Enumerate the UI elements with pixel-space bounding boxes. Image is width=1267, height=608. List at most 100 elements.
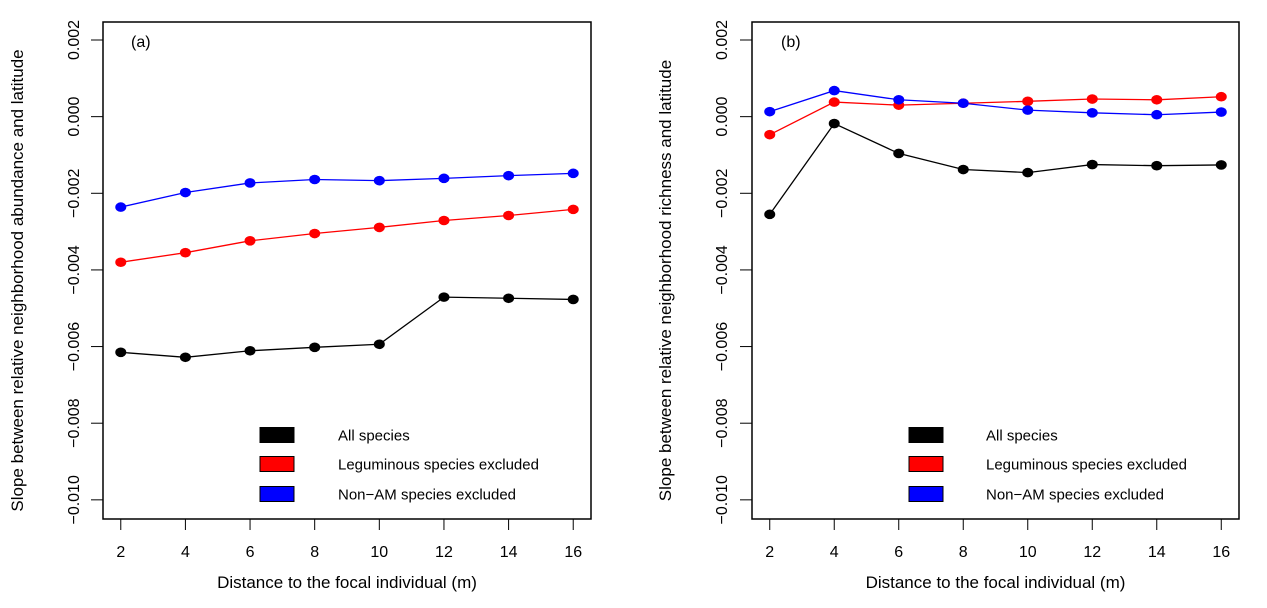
series-line (120, 296, 574, 358)
data-point (957, 98, 969, 109)
series-line (120, 208, 574, 263)
legend-swatch (259, 456, 295, 472)
legend-swatch (908, 486, 944, 502)
data-point (828, 85, 840, 96)
legend-b: All species Leguminous species excluded No… (908, 427, 1187, 504)
series-all-species (115, 292, 579, 363)
x-axis-a: 2 4 6 8 10 12 14 16 (116, 519, 582, 561)
data-point (764, 209, 776, 220)
data-point (567, 294, 579, 305)
data-point (244, 236, 256, 246)
data-point (373, 339, 385, 350)
x-tick-label: 2 (765, 544, 774, 561)
x-tick-label: 4 (181, 544, 190, 561)
panel-label-a: (a) (131, 34, 151, 51)
x-tick-label: 8 (310, 544, 319, 561)
panel-label-b: (b) (781, 34, 801, 51)
x-tick-label: 6 (894, 544, 903, 561)
x-tick-label: 12 (1083, 544, 1101, 561)
x-tick-label: 12 (435, 544, 453, 561)
plot-area-b (751, 21, 1240, 520)
data-point (309, 342, 321, 353)
data-point (1151, 109, 1163, 120)
x-tick-label: 14 (500, 544, 518, 561)
y-tick-label: −0.010 (714, 475, 731, 524)
x-tick-label: 6 (246, 544, 255, 561)
legend-item: Non−AM species excluded (259, 486, 516, 504)
y-tick-label: 0.000 (714, 97, 731, 137)
data-point (1151, 94, 1163, 105)
data-point (1086, 159, 1098, 170)
x-axis-title-a: Distance to the focal individual (m) (217, 573, 477, 592)
y-tick-label: −0.010 (66, 475, 83, 524)
data-point (503, 293, 515, 304)
panel-a: 0.002 0.000 −0.002 −0.004 −0.006 −0.008 −0.010… (8, 20, 592, 592)
legend-label: Leguminous species excluded (986, 457, 1187, 474)
data-point (115, 347, 127, 358)
data-point (1215, 91, 1227, 102)
data-point (244, 345, 256, 356)
x-axis-b: 2 4 6 8 10 12 14 16 (765, 519, 1230, 561)
data-point (1022, 167, 1034, 178)
y-tick-label: 0.000 (66, 97, 83, 137)
y-tick-label: −0.002 (714, 168, 731, 217)
data-point (1086, 108, 1098, 118)
data-point (438, 173, 450, 184)
legend-swatch (908, 456, 944, 472)
data-point (957, 164, 969, 175)
data-point (1086, 94, 1098, 104)
legend-a: All species Leguminous species excluded No… (259, 427, 539, 504)
legend-item: Non−AM species excluded (908, 486, 1164, 504)
data-point (1151, 160, 1163, 171)
y-tick-label: −0.002 (66, 168, 83, 217)
data-point (828, 118, 840, 129)
x-tick-label: 10 (1019, 544, 1037, 561)
legend-item: All species (259, 427, 410, 445)
x-tick-label: 10 (370, 544, 388, 561)
data-point (244, 178, 256, 188)
series-line (769, 122, 1222, 215)
y-tick-label: −0.004 (66, 245, 83, 294)
data-point (893, 148, 905, 159)
legend-swatch (259, 427, 295, 443)
series-line (120, 172, 574, 208)
x-tick-label: 2 (116, 544, 125, 561)
legend-label: All species (986, 428, 1058, 445)
y-tick-label: 0.002 (66, 20, 83, 60)
y-tick-label: −0.006 (66, 322, 83, 371)
data-point (438, 292, 450, 302)
series-leguminous-species-excluded (115, 204, 579, 268)
data-point (179, 187, 191, 198)
data-point (764, 106, 776, 117)
y-tick-label: 0.002 (714, 20, 731, 60)
legend-label: Non−AM species excluded (986, 487, 1164, 504)
data-point (1022, 96, 1034, 107)
legend-swatch (259, 486, 295, 502)
y-axis-a: 0.002 0.000 −0.002 −0.004 −0.006 −0.008 −0.010 (66, 20, 103, 525)
y-axis-title-a: Slope between relative neighborhood abun… (8, 49, 27, 511)
series-non-am-species-excluded (764, 85, 1227, 120)
series-line (769, 89, 1222, 116)
data-point (1215, 160, 1227, 170)
y-tick-label: −0.004 (714, 245, 731, 294)
x-tick-label: 8 (959, 544, 968, 561)
y-axis-b: 0.002 0.000 −0.002 −0.004 −0.006 −0.008 −0.010 (714, 20, 752, 525)
plot-area-a (102, 21, 592, 520)
legend-item: All species (908, 427, 1058, 445)
data-point (438, 215, 450, 226)
data-point (179, 352, 191, 363)
legend-label: Leguminous species excluded (338, 457, 539, 474)
data-point (373, 175, 385, 186)
data-point (179, 247, 191, 258)
x-tick-label: 4 (830, 544, 839, 561)
series-layer-b (764, 85, 1227, 220)
data-point (1215, 107, 1227, 117)
data-point (309, 228, 321, 239)
legend-item: Leguminous species excluded (908, 456, 1187, 474)
x-tick-label: 16 (1212, 544, 1230, 561)
data-point (893, 94, 905, 105)
data-point (309, 174, 321, 185)
panel-b: 0.002 0.000 −0.002 −0.004 −0.006 −0.008 −0.010… (656, 20, 1240, 592)
data-point (567, 168, 579, 179)
y-tick-label: −0.006 (714, 322, 731, 371)
